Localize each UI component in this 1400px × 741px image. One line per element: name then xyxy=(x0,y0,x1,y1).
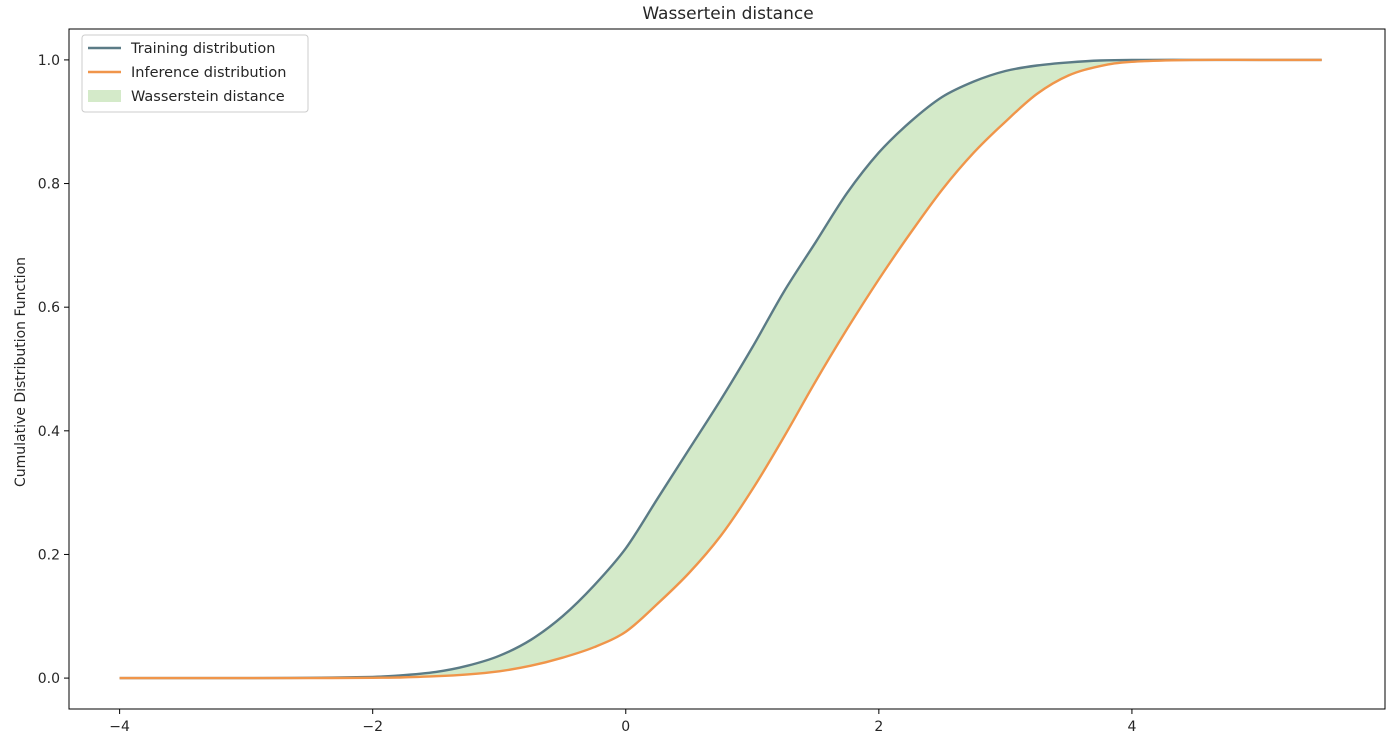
y-tick-label: 0.6 xyxy=(38,300,60,316)
legend-swatch-patch xyxy=(88,90,121,102)
x-tick-label: −2 xyxy=(362,719,383,735)
plot-frame xyxy=(68,28,1386,710)
x-tick-label: 0 xyxy=(621,719,630,735)
y-tick-label: 1.0 xyxy=(38,53,60,69)
x-tick-label: 4 xyxy=(1127,719,1136,735)
x-tick-label: 2 xyxy=(874,719,883,735)
y-axis-label: Cumulative Distribution Function xyxy=(13,257,29,487)
y-tick-label: 0.0 xyxy=(38,671,60,687)
plot-area xyxy=(119,58,1322,680)
legend-box xyxy=(81,34,309,113)
y-tick-label: 0.4 xyxy=(38,424,60,440)
legend-label: Inference distribution xyxy=(131,65,286,81)
chart-title: Wassertein distance xyxy=(642,4,813,24)
legend-label: Training distribution xyxy=(130,41,275,57)
legend: Training distribution Inference distribut… xyxy=(81,34,309,113)
y-axis: 0.0 0.2 0.4 0.6 0.8 1.0 xyxy=(38,53,69,687)
x-axis: −4 −2 0 2 4 xyxy=(109,709,1136,735)
y-tick-label: 0.2 xyxy=(38,547,60,563)
inference-distribution-line xyxy=(119,58,1322,680)
x-tick-label: −4 xyxy=(109,719,130,735)
training-distribution-line xyxy=(119,58,1322,680)
series-lines xyxy=(119,58,1322,680)
legend-entries: Training distribution Inference distribut… xyxy=(88,41,286,105)
legend-label: Wasserstein distance xyxy=(131,89,285,105)
y-tick-label: 0.8 xyxy=(38,177,60,193)
